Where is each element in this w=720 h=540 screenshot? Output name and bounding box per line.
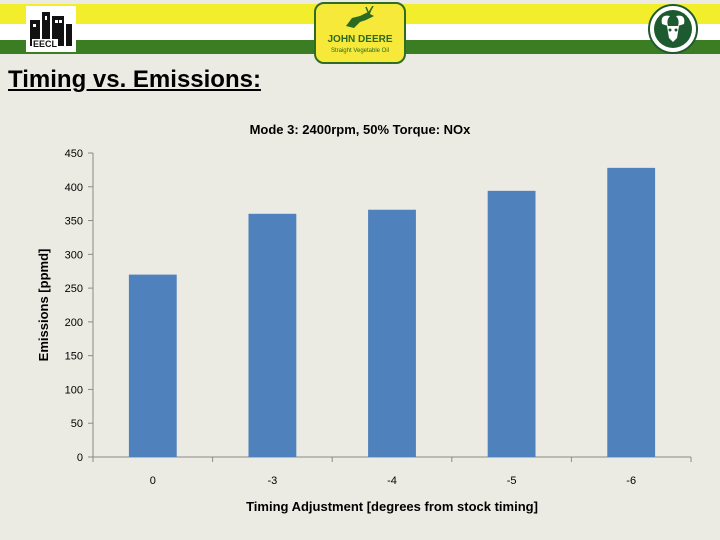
bar: [487, 190, 536, 457]
y-tick-label: 0: [77, 452, 83, 464]
chart-title: Mode 3: 2400rpm, 50% Torque: NOx: [250, 122, 472, 137]
bar: [128, 274, 177, 457]
eecl-building-icon: [30, 12, 72, 46]
plot-area: 0 50 100 150 200 250 300 350 400 450 0 -3 -4 -5 -6: [65, 148, 692, 487]
slide-header: EECL JOHN DEERE Straight Vegetable Oil: [0, 0, 720, 64]
y-tick-label: 100: [65, 384, 83, 396]
x-tick-label: -6: [626, 475, 636, 487]
john-deere-logo: JOHN DEERE Straight Vegetable Oil: [314, 2, 406, 64]
john-deere-name: JOHN DEERE: [327, 34, 393, 45]
bar: [607, 167, 656, 457]
y-tick-label: 50: [71, 418, 83, 430]
y-tick-label: 350: [65, 216, 83, 228]
eecl-logo-text: EECL: [32, 39, 59, 49]
y-tick-label: 200: [65, 317, 83, 329]
y-tick-label: 150: [65, 351, 83, 363]
john-deere-tagline: Straight Vegetable Oil: [330, 48, 390, 54]
csu-ram-logo: [648, 4, 698, 54]
slide-title: Timing vs. Emissions:: [8, 66, 261, 93]
deer-icon: [346, 6, 374, 28]
y-tick-label: 300: [65, 249, 83, 261]
eecl-logo: EECL: [26, 6, 76, 52]
bar: [248, 213, 297, 457]
y-axis-label: Emissions [ppmd]: [36, 249, 51, 362]
ram-icon: [654, 10, 692, 48]
y-tick-label: 450: [65, 148, 83, 160]
y-tick-label: 400: [65, 182, 83, 194]
x-tick-label: -3: [268, 475, 278, 487]
x-tick-label: -5: [507, 475, 517, 487]
x-tick-label: 0: [150, 475, 156, 487]
x-tick-label: -4: [387, 475, 397, 487]
bar: [368, 209, 416, 457]
y-tick-label: 250: [65, 283, 83, 295]
x-axis-label: Timing Adjustment [degrees from stock ti…: [246, 499, 538, 514]
